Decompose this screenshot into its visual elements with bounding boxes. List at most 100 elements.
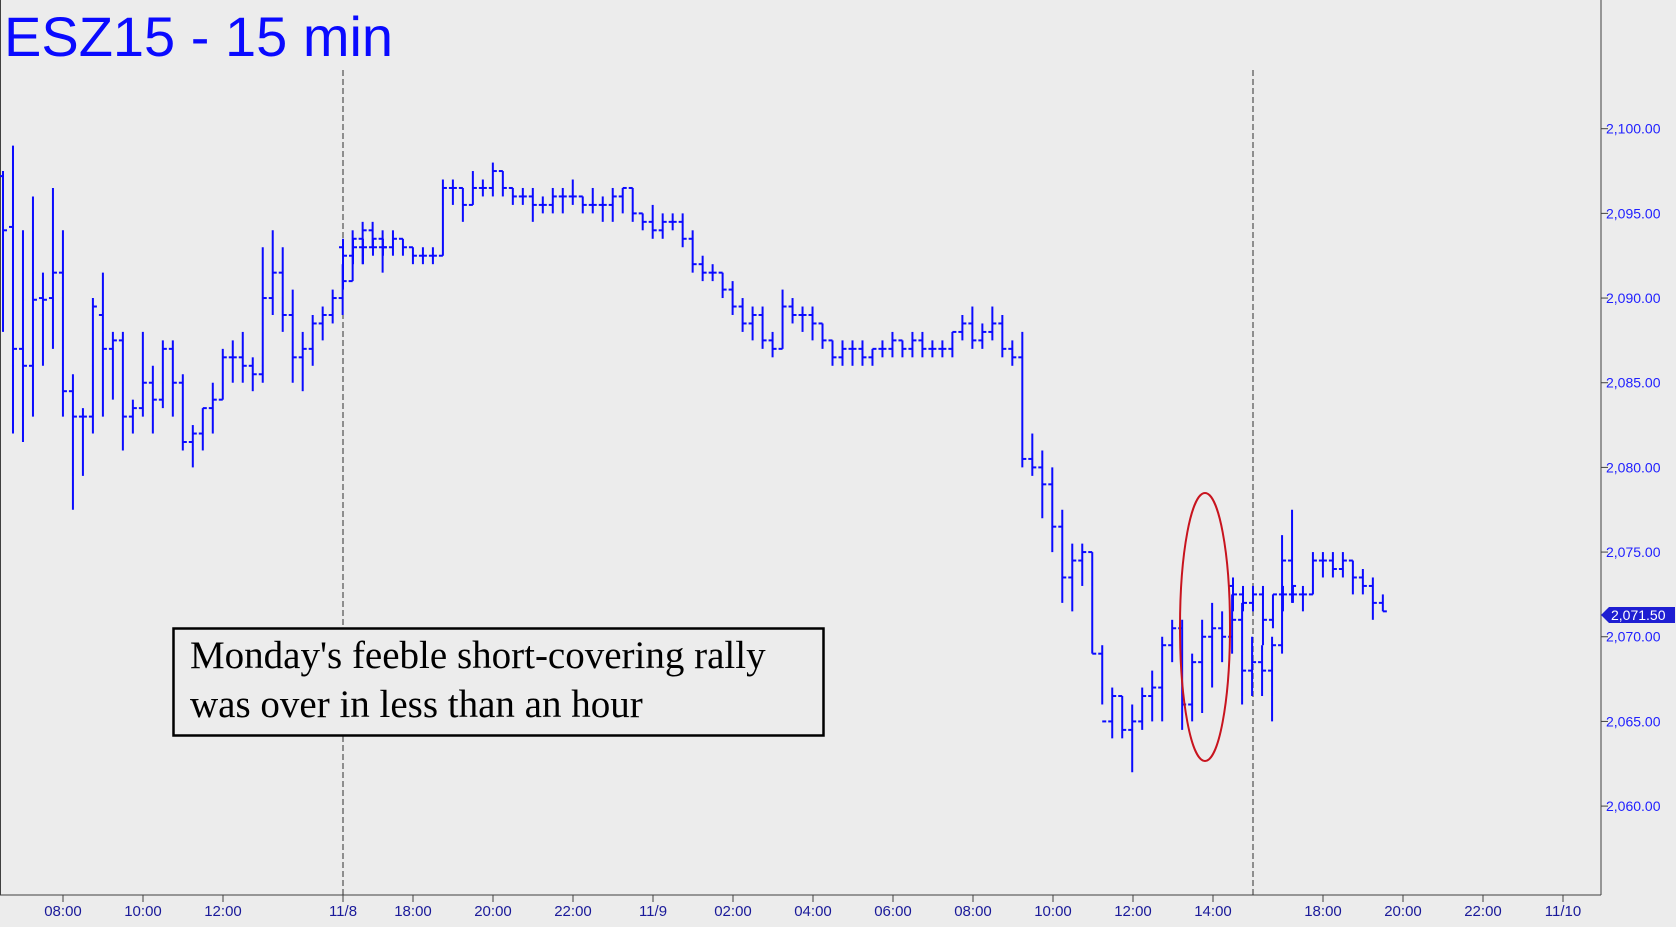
ohlc-bar — [58, 230, 67, 417]
ohlc-bar — [178, 374, 187, 451]
ohlc-bar — [68, 374, 77, 510]
ohlc-bar — [1378, 594, 1387, 613]
ohlc-bar — [1258, 585, 1267, 646]
ohlc-bar — [28, 196, 37, 417]
ohlc-bar — [628, 186, 637, 222]
ohlc-bar — [1278, 585, 1287, 612]
ohlc-bar — [738, 298, 747, 332]
ohlc-bar — [1288, 585, 1297, 603]
ohlc-bar — [688, 230, 697, 273]
ohlc-bar — [478, 179, 487, 197]
ohlc-bar — [48, 187, 57, 349]
ohlc-bar — [938, 340, 947, 358]
ohlc-bar — [578, 195, 587, 214]
ohlc-bar — [158, 340, 167, 409]
ohlc-bar — [818, 322, 827, 349]
ohlc-bar — [1148, 670, 1157, 722]
price-axis-ticks: 2,060.00 2,065.00 2,070.00 2,075.00 2,080.00… — [1601, 121, 1661, 814]
ohlc-bar — [308, 314, 317, 366]
ohlc-bar — [1118, 695, 1127, 739]
ohlc-bar — [778, 289, 787, 350]
ohlc-bar — [418, 247, 427, 265]
price-tick-label: 2,085.00 — [1606, 375, 1661, 391]
time-tick-label: 18:00 — [1304, 903, 1342, 920]
ohlc-bar — [98, 272, 107, 417]
time-tick-label: 10:00 — [1034, 903, 1072, 920]
ohlc-bar — [1308, 552, 1317, 596]
ohlc-bar — [718, 271, 727, 299]
price-tick-label: 2,065.00 — [1606, 713, 1661, 729]
ohlc-bar — [948, 330, 957, 358]
ohlc-bar — [438, 179, 447, 257]
ohlc-bar — [798, 306, 807, 332]
ohlc-bar — [228, 340, 237, 383]
ohlc-bar — [1038, 450, 1047, 519]
ohlc-bar — [0, 171, 7, 332]
ohlc-bar — [888, 331, 897, 358]
ohlc-bar — [378, 238, 387, 256]
ohlc-bar — [208, 382, 217, 434]
chart-title: ESZ15 - 15 min — [4, 5, 393, 68]
ohlc-bar — [18, 230, 27, 442]
price-tick-label: 2,100.00 — [1606, 121, 1661, 137]
time-tick-label: 04:00 — [794, 903, 832, 920]
ohlc-bar — [1168, 619, 1177, 663]
ohlc-bar — [1328, 552, 1337, 578]
time-tick-label: 22:00 — [1464, 903, 1502, 920]
ohlc-bar — [8, 145, 17, 434]
ohlc-bar — [968, 306, 977, 349]
ohlc-bar — [958, 314, 967, 341]
ohlc-bar — [148, 365, 157, 434]
ohlc-bar — [558, 187, 567, 214]
time-tick-label: 11/10 — [1545, 903, 1581, 920]
ohlc-bar — [358, 238, 367, 265]
ohlc-bar — [408, 246, 417, 265]
ohlc-bar — [748, 306, 757, 341]
ohlc-bar — [1058, 509, 1067, 603]
ohlc-bar — [1218, 611, 1227, 663]
ohlc-bar — [268, 230, 277, 315]
time-tick-label: 20:00 — [1384, 903, 1422, 920]
ohlc-bar — [878, 340, 887, 358]
ohlc-bar — [728, 281, 737, 315]
annotation-box — [172, 627, 825, 737]
ohlc-bar — [1158, 636, 1167, 722]
ohlc-bar — [838, 340, 847, 366]
ohlc-bar — [88, 298, 97, 434]
ohlc-bar — [1238, 585, 1247, 612]
ohlc-bar — [238, 331, 247, 383]
ohlc-bar — [1008, 340, 1017, 366]
ohlc-bar — [618, 186, 627, 214]
ohlc-bar — [1238, 602, 1247, 705]
time-tick-label: 11/9 — [639, 903, 667, 920]
ohlc-bar — [278, 247, 287, 332]
time-tick-label: 18:00 — [394, 903, 432, 920]
ohlc-bar — [1088, 551, 1097, 655]
ohlc-bar — [698, 255, 707, 282]
ohlc-bar — [1198, 619, 1207, 713]
ohlc-bar — [258, 247, 267, 383]
ohlc-bar — [768, 331, 777, 358]
ohlc-bar — [1048, 467, 1057, 553]
price-tick-label: 2,075.00 — [1606, 544, 1661, 560]
ohlc-bar — [138, 331, 147, 417]
time-tick-label: 22:00 — [554, 903, 592, 920]
time-tick-label: 08:00 — [954, 903, 992, 920]
time-tick-label: 11/8 — [329, 903, 357, 920]
rally-highlight-ellipse — [1179, 492, 1231, 762]
ohlc-bar — [758, 306, 767, 349]
ohlc-bar — [168, 340, 177, 417]
ohlc-bar — [928, 340, 937, 358]
time-tick-label: 08:00 — [44, 903, 82, 920]
annotation-line-1: Monday's feeble short-covering rally — [190, 634, 766, 677]
price-tick-label: 2,095.00 — [1606, 205, 1661, 221]
ohlc-bar — [908, 331, 917, 358]
ohlc-bar — [1368, 577, 1377, 620]
ohlc-bar — [318, 306, 327, 341]
ohlc-bar — [328, 289, 337, 324]
ohlc-bar — [1208, 602, 1217, 688]
ohlc-bar — [1358, 569, 1367, 595]
ohlc-bar — [668, 213, 677, 231]
price-tick-label: 2,070.00 — [1606, 629, 1661, 645]
